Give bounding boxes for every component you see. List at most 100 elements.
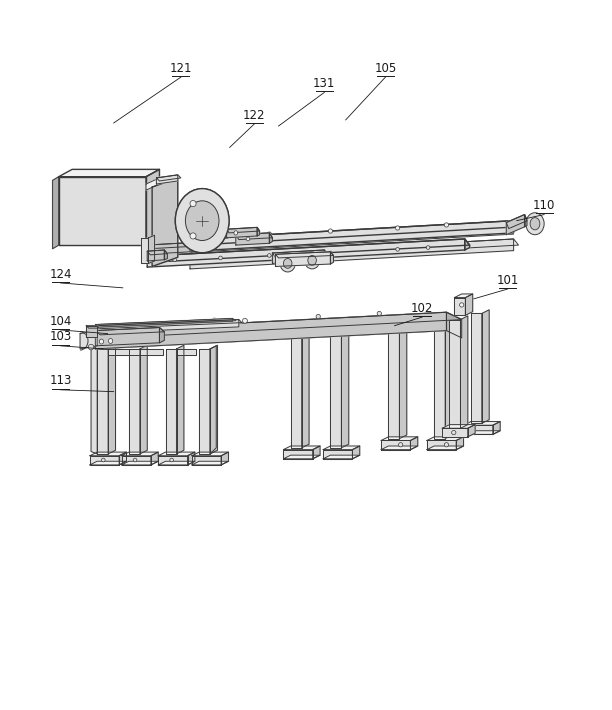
Polygon shape	[86, 326, 97, 337]
Polygon shape	[91, 346, 97, 454]
Polygon shape	[313, 446, 320, 459]
Ellipse shape	[133, 458, 137, 462]
Polygon shape	[95, 312, 461, 338]
Polygon shape	[275, 252, 330, 266]
Polygon shape	[465, 294, 472, 315]
Polygon shape	[95, 327, 160, 346]
Ellipse shape	[190, 200, 196, 207]
Polygon shape	[463, 422, 500, 425]
Polygon shape	[506, 214, 527, 229]
Polygon shape	[221, 452, 228, 465]
Text: 102: 102	[411, 302, 433, 315]
Polygon shape	[442, 428, 468, 437]
Ellipse shape	[185, 201, 219, 241]
Polygon shape	[465, 239, 469, 250]
Polygon shape	[272, 250, 324, 263]
Ellipse shape	[280, 255, 296, 272]
Ellipse shape	[190, 200, 196, 207]
Polygon shape	[108, 349, 163, 355]
Text: 124: 124	[50, 268, 72, 280]
Polygon shape	[435, 320, 445, 439]
Ellipse shape	[427, 246, 430, 249]
Polygon shape	[353, 446, 360, 459]
Text: 121: 121	[170, 62, 192, 75]
Ellipse shape	[190, 233, 196, 239]
Polygon shape	[283, 449, 313, 459]
Polygon shape	[59, 170, 160, 177]
Polygon shape	[176, 349, 196, 355]
Ellipse shape	[308, 256, 316, 266]
Polygon shape	[506, 214, 524, 235]
Polygon shape	[190, 219, 208, 233]
Ellipse shape	[377, 312, 381, 316]
Polygon shape	[159, 452, 195, 456]
Text: 101: 101	[496, 273, 519, 287]
Text: 122: 122	[243, 109, 266, 121]
Polygon shape	[210, 346, 216, 454]
Polygon shape	[236, 233, 272, 239]
Polygon shape	[400, 319, 407, 439]
Polygon shape	[80, 331, 97, 349]
Ellipse shape	[151, 322, 155, 327]
Polygon shape	[442, 425, 475, 428]
Ellipse shape	[267, 253, 271, 257]
Ellipse shape	[452, 430, 456, 435]
Ellipse shape	[396, 248, 400, 251]
Polygon shape	[323, 446, 360, 449]
Polygon shape	[269, 233, 272, 244]
Polygon shape	[456, 437, 463, 449]
Ellipse shape	[88, 332, 94, 337]
Ellipse shape	[246, 237, 250, 241]
Polygon shape	[129, 349, 140, 454]
Ellipse shape	[218, 256, 222, 260]
Polygon shape	[122, 456, 151, 465]
Polygon shape	[146, 178, 160, 190]
Polygon shape	[95, 312, 446, 349]
Polygon shape	[141, 238, 149, 263]
Ellipse shape	[108, 339, 113, 344]
Ellipse shape	[398, 442, 403, 447]
Polygon shape	[445, 316, 452, 439]
Polygon shape	[151, 452, 159, 465]
Polygon shape	[165, 250, 168, 260]
Polygon shape	[324, 250, 327, 261]
Ellipse shape	[444, 442, 449, 447]
Polygon shape	[236, 233, 269, 245]
Ellipse shape	[212, 318, 217, 322]
Ellipse shape	[190, 233, 196, 239]
Polygon shape	[493, 422, 500, 435]
Polygon shape	[468, 425, 475, 437]
Polygon shape	[146, 243, 190, 254]
Ellipse shape	[267, 232, 272, 236]
Polygon shape	[463, 431, 500, 435]
Polygon shape	[454, 297, 465, 315]
Polygon shape	[90, 456, 119, 465]
Ellipse shape	[88, 344, 94, 350]
Polygon shape	[86, 326, 100, 328]
Polygon shape	[157, 175, 177, 184]
Polygon shape	[108, 345, 116, 454]
Polygon shape	[95, 312, 446, 349]
Polygon shape	[210, 345, 217, 454]
Text: 105: 105	[375, 62, 397, 75]
Polygon shape	[95, 318, 236, 327]
Polygon shape	[471, 314, 482, 423]
Polygon shape	[146, 243, 193, 248]
Text: 104: 104	[50, 315, 72, 327]
Polygon shape	[446, 312, 461, 338]
Ellipse shape	[305, 252, 319, 269]
Polygon shape	[152, 178, 177, 266]
Polygon shape	[119, 452, 127, 465]
Polygon shape	[149, 235, 155, 263]
Ellipse shape	[185, 201, 219, 241]
Ellipse shape	[225, 234, 229, 239]
Polygon shape	[482, 310, 489, 423]
Polygon shape	[192, 452, 228, 456]
Polygon shape	[140, 345, 147, 454]
Text: 110: 110	[533, 199, 555, 212]
Polygon shape	[90, 462, 127, 465]
Polygon shape	[283, 455, 320, 459]
Ellipse shape	[242, 318, 247, 323]
Polygon shape	[381, 446, 418, 449]
Polygon shape	[427, 446, 463, 449]
